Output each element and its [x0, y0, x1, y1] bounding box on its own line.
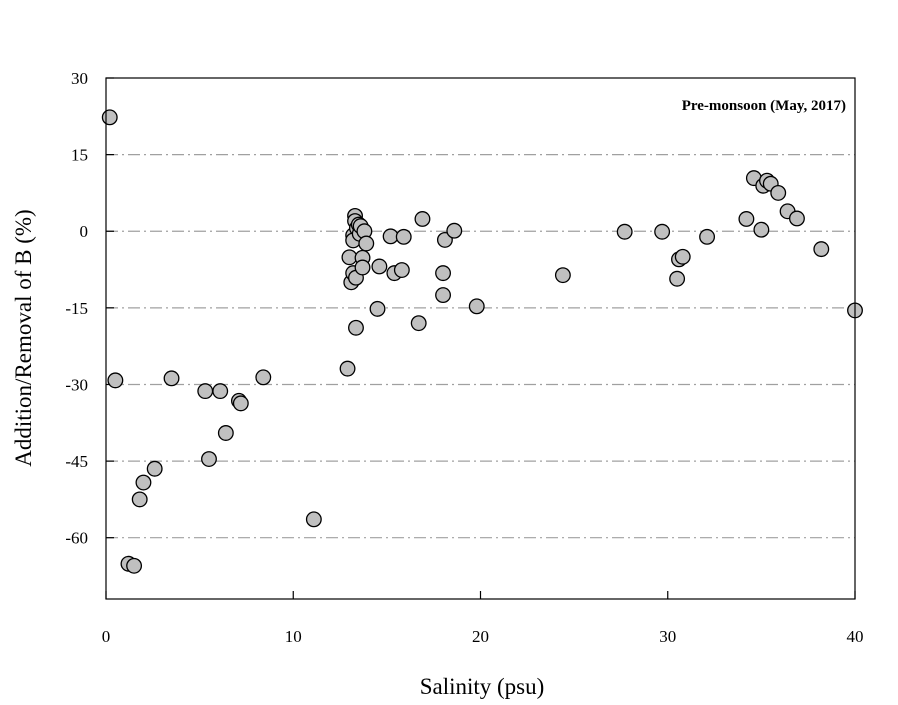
x-tick-label: 20 — [472, 627, 489, 646]
data-point — [654, 223, 671, 240]
x-tick-label: 40 — [847, 627, 864, 646]
y-tick-label: -30 — [65, 375, 88, 394]
data-point — [554, 267, 571, 284]
data-point — [410, 315, 427, 332]
data-point — [395, 228, 412, 245]
y-tick-label: 0 — [80, 222, 89, 241]
data-point — [197, 383, 214, 400]
data-point — [201, 451, 217, 467]
data-point — [371, 258, 388, 275]
data-point — [131, 491, 148, 508]
data-point — [101, 109, 118, 126]
data-point — [255, 369, 272, 386]
data-point — [468, 298, 485, 315]
data-point — [305, 511, 322, 528]
data-point — [738, 211, 755, 227]
data-point — [135, 474, 152, 491]
data-point — [699, 228, 716, 245]
x-axis-title: Salinity (psu) — [420, 674, 545, 699]
data-point — [446, 222, 463, 239]
data-point — [813, 241, 830, 258]
data-point — [789, 210, 805, 227]
data-point — [339, 360, 356, 377]
data-point — [126, 557, 143, 574]
data-point — [107, 372, 124, 389]
data-point — [616, 223, 633, 240]
plot-frame — [105, 77, 856, 600]
x-tick-label: 10 — [285, 627, 302, 646]
data-point — [163, 370, 180, 387]
x-tick-label: 30 — [659, 627, 676, 646]
data-point — [212, 383, 229, 400]
data-point — [369, 300, 386, 317]
data-point — [217, 425, 234, 441]
data-point — [382, 228, 399, 245]
data-point — [753, 221, 770, 238]
data-point — [348, 319, 364, 336]
data-point — [358, 235, 375, 252]
data-point — [354, 259, 371, 276]
data-point — [146, 460, 163, 477]
data-point — [770, 184, 787, 201]
x-tick-label: 0 — [102, 627, 111, 646]
y-axis-title: Addition/Removal of B (%) — [11, 209, 36, 466]
data-point — [232, 395, 249, 412]
data-point — [393, 262, 410, 279]
y-tick-label: -15 — [65, 299, 88, 318]
y-tick-label: -60 — [65, 529, 88, 548]
y-tick-label: 30 — [71, 69, 88, 88]
data-point — [341, 249, 358, 266]
data-point — [436, 231, 453, 248]
data-point — [435, 265, 452, 282]
chart-annotation: Pre-monsoon (May, 2017) — [682, 98, 846, 114]
data-point — [669, 270, 686, 287]
axis-ticks: 30 15 0 -15 -30 -45 -60 0 10 20 30 40 — [65, 69, 863, 646]
data-point — [435, 287, 452, 304]
data-points — [101, 109, 863, 574]
y-tick-label: 15 — [71, 146, 88, 165]
y-tick-label: -45 — [65, 452, 88, 471]
data-point — [414, 211, 431, 227]
data-point — [674, 248, 691, 265]
grid-lines — [106, 154, 855, 539]
